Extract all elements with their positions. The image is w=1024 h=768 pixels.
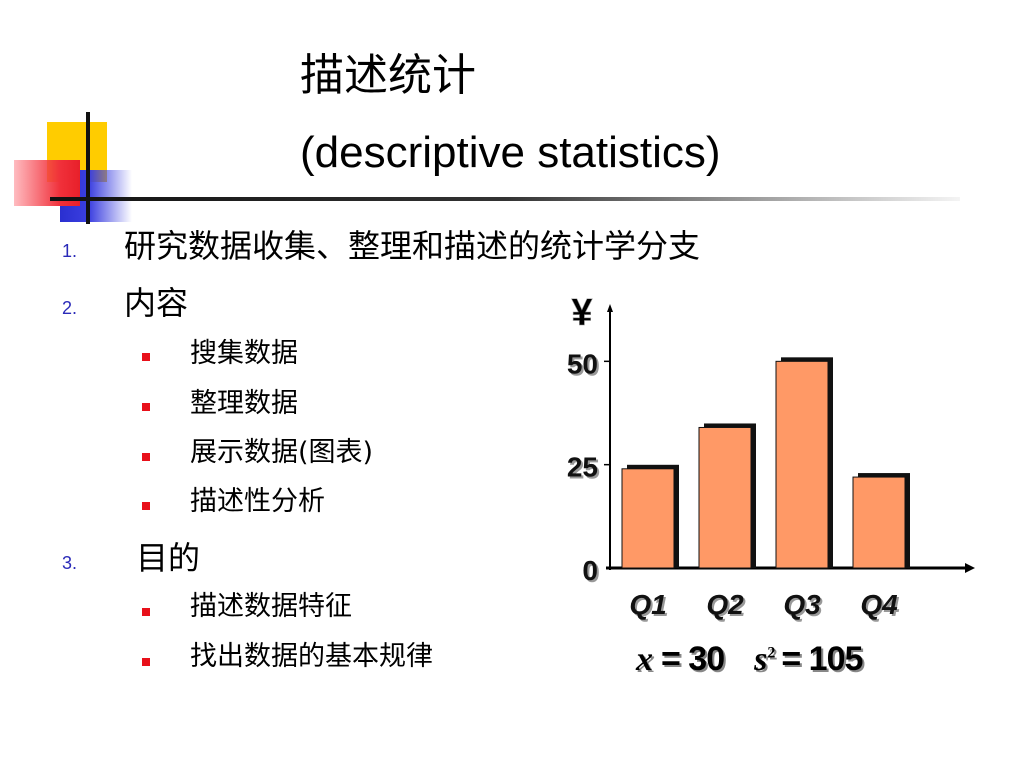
variance-exponent: 2 — [767, 644, 776, 662]
sub-item-patterns: 找出数据的基本规律 — [190, 641, 433, 672]
variance-symbol: s — [754, 641, 768, 678]
y-tick-label: 25 — [567, 452, 598, 483]
decor-vertical-line — [86, 112, 90, 224]
bullet-square — [142, 453, 150, 461]
bullet-square — [142, 658, 150, 666]
list-item-2: 内容 — [124, 284, 189, 322]
sub-item-organize: 整理数据 — [190, 388, 298, 419]
bullet-square — [142, 502, 150, 510]
bar-q4 — [852, 476, 906, 569]
x-tick-label: Q4 — [860, 589, 898, 620]
sub-item-analysis: 描述性分析 — [190, 486, 325, 517]
y-axis-label: ¥ — [571, 292, 592, 334]
x-tick-label-shadow: Q2 — [708, 591, 746, 622]
sub-item-display: 展示数据(图表) — [190, 437, 374, 468]
x-tick-label: Q3 — [783, 589, 821, 620]
bullet-square — [142, 353, 150, 361]
bar-q1 — [621, 468, 675, 569]
list-item-3: 目的 — [136, 539, 201, 577]
sub-item-collect: 搜集数据 — [190, 338, 298, 369]
sub-item-features: 描述数据特征 — [190, 591, 352, 622]
bar-q2 — [698, 426, 752, 569]
list-item-1: 研究数据收集、整理和描述的统计学分支 — [124, 227, 701, 265]
mean-symbol: x — [636, 641, 653, 678]
y-tick-label-shadow: 50 — [569, 350, 600, 381]
y-tick-label-shadow: 0 — [584, 557, 600, 588]
variance-value: = 105 — [781, 640, 863, 678]
y-tick-label: 50 — [567, 348, 598, 379]
list-number-1: 1. — [62, 241, 78, 261]
bullet-square — [142, 608, 150, 616]
title-underline — [50, 197, 960, 201]
bar-q3 — [775, 360, 829, 569]
y-tick-label-shadow: 25 — [569, 454, 600, 485]
list-number-2: 2. — [62, 298, 78, 318]
slide-subtitle: (descriptive statistics) — [300, 128, 721, 177]
x-axis-arrow — [965, 563, 975, 573]
x-tick-label-shadow: Q1 — [631, 591, 668, 622]
x-tick-label: Q2 — [706, 589, 744, 620]
x-tick-label-shadow: Q3 — [785, 591, 823, 622]
slide-title: 描述统计 — [300, 50, 476, 101]
mean-value: = 30 — [661, 640, 725, 678]
x-tick-label-shadow: Q4 — [862, 591, 900, 622]
y-axis-arrow — [607, 304, 613, 312]
x-tick-label: Q1 — [629, 589, 666, 620]
bullet-square — [142, 403, 150, 411]
list-number-3: 3. — [62, 553, 78, 573]
summary-stats: x = 30 s2 = 105 — [636, 640, 956, 690]
y-tick-label: 0 — [582, 555, 598, 586]
